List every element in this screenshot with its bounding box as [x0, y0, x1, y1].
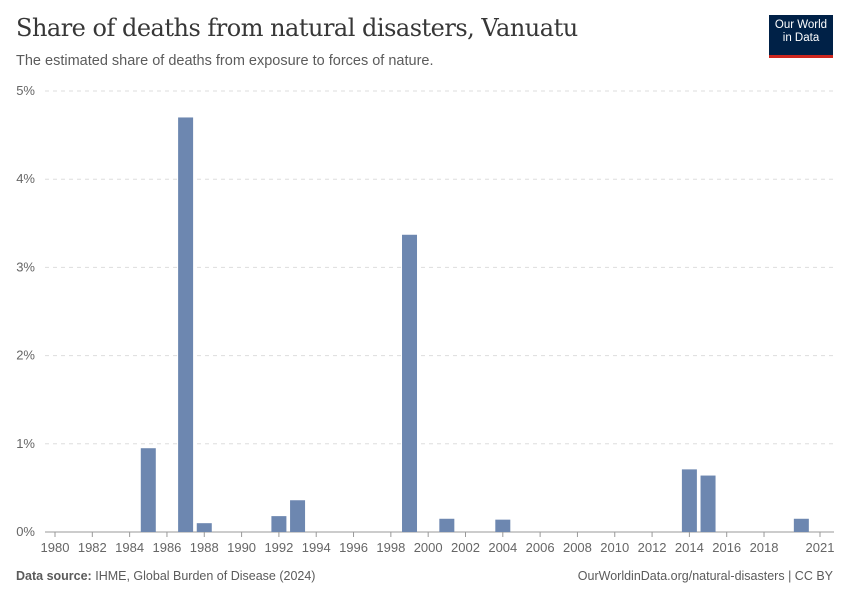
y-tick-label: 5% [16, 83, 35, 98]
bar-1992 [271, 516, 287, 532]
bar-2015 [700, 475, 716, 532]
y-tick-label: 3% [16, 259, 35, 274]
bar-1988 [196, 523, 212, 532]
x-tick-label: 2004 [488, 540, 517, 555]
chart-subtitle: The estimated share of deaths from expos… [16, 53, 434, 69]
footer-link[interactable]: OurWorldinData.org/natural-disasters | C… [577, 569, 833, 583]
y-tick-label: 2% [16, 348, 35, 363]
x-tick-label: 2012 [638, 540, 667, 555]
y-tick-label: 0% [16, 524, 35, 539]
logo-text: Our World in Data [774, 19, 828, 44]
owid-logo[interactable]: Our World in Data [769, 15, 833, 58]
x-tick-label: 2014 [675, 540, 704, 555]
bar-2001 [439, 518, 455, 532]
x-tick-label: 2021 [806, 540, 835, 555]
x-tick-label: 2008 [563, 540, 592, 555]
x-tick-label: 2006 [526, 540, 555, 555]
bar-2014 [681, 469, 697, 532]
x-tick-label: 1986 [152, 540, 181, 555]
x-tick-label: 1992 [264, 540, 293, 555]
x-tick-label: 2010 [600, 540, 629, 555]
bar-1987 [178, 117, 194, 533]
bar-2004 [495, 519, 511, 532]
y-tick-label: 1% [16, 436, 35, 451]
bar-1985 [140, 448, 156, 532]
x-tick-label: 1998 [376, 540, 405, 555]
x-tick-label: 1988 [190, 540, 219, 555]
x-tick-label: 2000 [414, 540, 443, 555]
source-label: Data source: [16, 569, 92, 583]
x-tick-label: 2016 [712, 540, 741, 555]
chart-title: Share of deaths from natural disasters, … [16, 14, 578, 42]
bar-1999 [402, 234, 418, 533]
x-tick-label: 1980 [41, 540, 70, 555]
source-text: IHME, Global Burden of Disease (2024) [95, 569, 316, 583]
bar-2020 [793, 518, 809, 532]
x-tick-label: 1990 [227, 540, 256, 555]
x-tick-label: 1982 [78, 540, 107, 555]
x-tick-label: 2018 [750, 540, 779, 555]
y-tick-label: 4% [16, 171, 35, 186]
x-tick-label: 1994 [302, 540, 331, 555]
x-tick-label: 2002 [451, 540, 480, 555]
x-tick-label: 1996 [339, 540, 368, 555]
x-tick-label: 1984 [115, 540, 144, 555]
bar-1993 [290, 500, 306, 532]
data-source: Data source: IHME, Global Burden of Dise… [16, 569, 315, 583]
